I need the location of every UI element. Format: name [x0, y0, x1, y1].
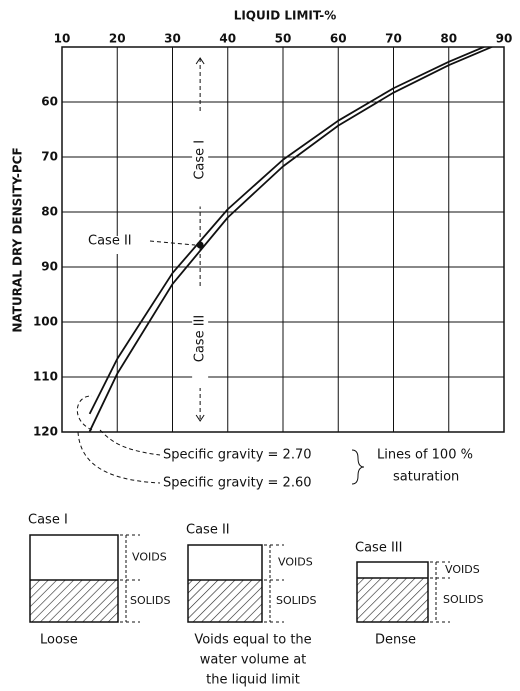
caption: water volume at [200, 653, 307, 668]
x-tick-label: 20 [109, 32, 126, 46]
solids [357, 578, 428, 622]
y-tick-label: 110 [33, 370, 58, 384]
y-tick-label: 70 [41, 150, 58, 164]
caption: the liquid limit [206, 673, 300, 688]
leader [99, 429, 161, 456]
x-tick-label: 30 [164, 32, 181, 46]
grid: 10 20 30 40 50 60 70 80 90 60 70 80 90 100 110 120 [33, 32, 512, 439]
brace [351, 449, 365, 485]
diagram: Case I VOIDS SOLIDS Loose Case II VOIDS SOLIDS… [28, 513, 483, 688]
x-tick-label: 40 [219, 32, 236, 46]
voids-label: VOIDS [132, 551, 167, 564]
leader [77, 431, 161, 484]
box [187, 544, 263, 623]
caption: Voids equal to the [194, 633, 311, 648]
caption: Dense [375, 633, 416, 648]
x-tick-label: 80 [440, 32, 457, 46]
solids-label: SOLIDS [276, 594, 316, 607]
solids-label: SOLIDS [443, 593, 483, 606]
y-tick-label: 80 [41, 205, 58, 219]
x-tick-label: 50 [275, 32, 292, 46]
voids-label: VOIDS [445, 563, 480, 576]
solids [188, 580, 262, 622]
case-arrow [149, 240, 196, 246]
case-title: Case III [355, 541, 402, 556]
case-title: Case II [186, 523, 230, 538]
box [29, 534, 119, 623]
arrow-head [195, 414, 205, 422]
saturation-line [88, 47, 487, 415]
solids-label: SOLIDS [130, 594, 170, 607]
legend-title: Lines of 100 % [377, 448, 473, 463]
caption: Loose [40, 633, 78, 648]
case-label: Case II [88, 234, 132, 249]
saturation-line [88, 47, 494, 432]
series-label: Specific gravity = 2.70 [163, 448, 312, 463]
x-tick-label: 60 [330, 32, 347, 46]
y-tick-label: 60 [41, 95, 58, 109]
leader [76, 395, 93, 431]
x-tick-label: 70 [385, 32, 402, 46]
case-label: Case I [193, 140, 208, 180]
label-bg [86, 236, 150, 254]
x-tick-label: 90 [496, 32, 513, 46]
curves [88, 47, 494, 432]
label-bg [192, 289, 209, 388]
box [356, 561, 429, 623]
solids [30, 580, 118, 622]
annotations: Specific gravity = 2.70 Specific gravity… [76, 57, 473, 491]
case-label: Case III [193, 315, 208, 362]
y-axis-title: NATURAL DRY DENSITY-PCF [11, 147, 25, 332]
x-axis-title: LIQUID LIMIT-% [234, 9, 337, 23]
series-label: Specific gravity = 2.60 [163, 476, 312, 491]
arrow-head [195, 57, 205, 65]
legend-title: saturation [393, 470, 459, 485]
x-tick-label: 10 [54, 32, 71, 46]
voids-label: VOIDS [278, 556, 313, 569]
label-bg [192, 113, 209, 207]
case-title: Case I [28, 513, 68, 528]
case-point [196, 241, 204, 249]
y-tick-label: 90 [41, 260, 58, 274]
y-tick-label: 100 [33, 315, 58, 329]
y-tick-label: 120 [33, 425, 58, 439]
